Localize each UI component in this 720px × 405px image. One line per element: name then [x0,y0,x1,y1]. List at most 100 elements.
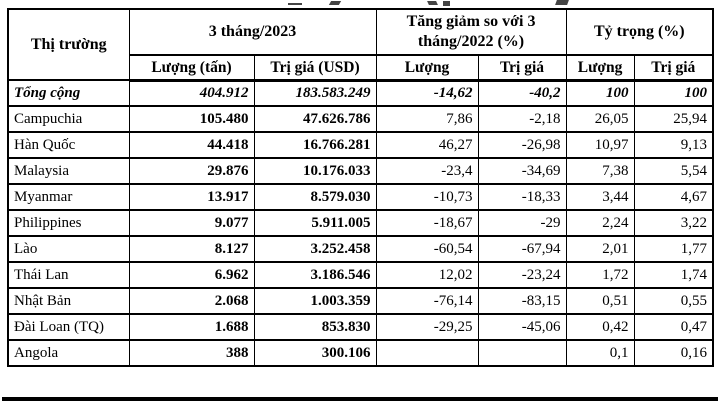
value-cell: -40,2 [477,79,567,107]
table-row: Angola 388 300.106 0,1 0,16 [7,339,714,367]
header-share-percent: Tỷ trọng (%) [565,8,714,56]
value-cell: 5.911.005 [253,209,377,237]
text-fragment [443,1,450,6]
value-cell: 10,97 [565,131,635,159]
table-row: Đài Loan (TQ) 1.688 853.830 -29,25 -45,06 0,4… [7,313,714,341]
market-name-cell: Thái Lan [7,261,130,289]
value-cell: 6.962 [128,261,255,289]
value-cell: 47.626.786 [253,105,377,133]
text-fragment [288,3,302,5]
value-cell: -76,14 [375,287,479,315]
value-cell: -34,69 [477,157,567,185]
market-name-cell: Hàn Quốc [7,131,130,159]
value-cell [477,339,567,367]
value-cell: 388 [128,339,255,367]
value-cell: 1,72 [565,261,635,289]
subheader-value-share: Trị giá [633,54,714,82]
value-cell: 183.583.249 [253,79,377,107]
value-cell: 7,38 [565,157,635,185]
value-cell: 0,51 [565,287,635,315]
value-cell: -29,25 [375,313,479,341]
table-row: Myanmar 13.917 8.579.030 -10,73 -18,33 3,44 4,… [7,183,714,211]
value-cell: 2,24 [565,209,635,237]
value-cell: -10,73 [375,183,479,211]
text-fragment [328,1,342,5]
header-market-column: Thị trường [7,8,130,81]
value-cell: 9.077 [128,209,255,237]
value-cell: 0,16 [633,339,714,367]
text-fragment [427,1,438,5]
subheader-value-change: Trị giá [477,54,567,82]
header-change-vs-2022: Tăng giảm so với 3 tháng/2022 (%) [375,8,567,56]
value-cell: 12,02 [375,261,479,289]
table-row: Lào 8.127 3.252.458 -60,54 -67,94 2,01 1,77 [7,235,714,263]
subheader-quantity-change: Lượng [375,54,479,82]
value-cell: 1.688 [128,313,255,341]
subheader-quantity-share: Lượng [565,54,635,82]
header-period-2023: 3 tháng/2023 [128,8,377,56]
trade-statistics-table: Thị trường 3 tháng/2023 Tăng giảm so với… [7,8,715,367]
value-cell: 29.876 [128,157,255,185]
market-name-cell: Philippines [7,209,130,237]
text-fragment [555,0,569,5]
market-name-cell: Myanmar [7,183,130,211]
cropped-text-fragments [0,0,720,7]
value-cell: -14,62 [375,79,479,107]
subheader-value-usd: Trị giá (USD) [253,54,377,82]
value-cell: 25,94 [633,105,714,133]
value-cell: 404.912 [128,79,255,107]
value-cell: 105.480 [128,105,255,133]
value-cell: 3.252.458 [253,235,377,263]
value-cell: -23,24 [477,261,567,289]
value-cell: -83,15 [477,287,567,315]
value-cell: 100 [633,79,714,107]
header-row-sub: Lượng (tấn) Trị giá (USD) Lượng Trị giá … [8,54,714,82]
value-cell: 4,67 [633,183,714,211]
market-name-cell: Nhật Bản [7,287,130,315]
market-name-cell: Malaysia [7,157,130,185]
table-row: Campuchia 105.480 47.626.786 7,86 -2,18 26,05… [7,105,714,133]
value-cell: 0,55 [633,287,714,315]
value-cell: 2,01 [565,235,635,263]
value-cell: 1,74 [633,261,714,289]
subheader-quantity-tons: Lượng (tấn) [128,54,255,82]
table-row: Thái Lan 6.962 3.186.546 12,02 -23,24 1,72 1,7… [7,261,714,289]
header-row-groups: Thị trường 3 tháng/2023 Tăng giảm so với… [7,8,714,81]
value-cell: -60,54 [375,235,479,263]
value-cell: 8.579.030 [253,183,377,211]
value-cell: 46,27 [375,131,479,159]
market-name-cell: Đài Loan (TQ) [7,313,130,341]
market-name-cell: Lào [7,235,130,263]
value-cell: 0,47 [633,313,714,341]
value-cell: 7,86 [375,105,479,133]
value-cell: 100 [565,79,635,107]
table-row: Nhật Bản 2.068 1.003.359 -76,14 -83,15 0,51 0,… [7,287,714,315]
value-cell [375,339,479,367]
value-cell: 10.176.033 [253,157,377,185]
value-cell: -67,94 [477,235,567,263]
market-name-cell: Campuchia [7,105,130,133]
value-cell: -45,06 [477,313,567,341]
value-cell: 2.068 [128,287,255,315]
value-cell: 3.186.546 [253,261,377,289]
value-cell: -29 [477,209,567,237]
market-name-cell: Tổng cộng [7,79,130,107]
value-cell: -2,18 [477,105,567,133]
value-cell: 13.917 [128,183,255,211]
market-name-cell: Angola [7,339,130,367]
total-row: Tổng cộng 404.912 183.583.249 -14,62 -40,2 10… [7,79,714,107]
table-row: Philippines 9.077 5.911.005 -18,67 -29 2,24 3,… [7,209,714,237]
value-cell: 0,1 [565,339,635,367]
table-row: Hàn Quốc 44.418 16.766.281 46,27 -26,98 10,97… [7,131,714,159]
bottom-rule [2,397,718,401]
value-cell: 26,05 [565,105,635,133]
table-row: Malaysia 29.876 10.176.033 -23,4 -34,69 7,38 5… [7,157,714,185]
value-cell: 1.003.359 [253,287,377,315]
value-cell: 3,44 [565,183,635,211]
value-cell: 853.830 [253,313,377,341]
value-cell: -23,4 [375,157,479,185]
value-cell: -18,67 [375,209,479,237]
table-body: Tổng cộng 404.912 183.583.249 -14,62 -40,2 10… [7,79,714,367]
value-cell: 1,77 [633,235,714,263]
